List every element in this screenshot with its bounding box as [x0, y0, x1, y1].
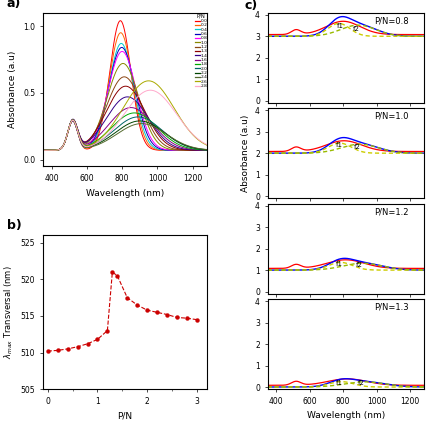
Text: f1: f1 — [336, 261, 342, 267]
Legend: 0.0, 0.2, 0.4, 0.6, 0.8, 1.0, 1.2, 1.3, 1.4, 1.6, 1.8, 2.0, 2.2, 2.4, 2.6, 2.8: 0.0, 0.2, 0.4, 0.6, 0.8, 1.0, 1.2, 1.3, … — [195, 14, 208, 88]
Text: f1: f1 — [336, 23, 343, 29]
Text: P/N=1.3: P/N=1.3 — [374, 303, 408, 312]
X-axis label: Wavelength (nm): Wavelength (nm) — [306, 411, 385, 420]
Text: f1: f1 — [336, 380, 342, 386]
Text: f2: f2 — [357, 380, 364, 386]
Text: f2: f2 — [353, 26, 360, 32]
Text: a): a) — [7, 0, 21, 10]
Text: b): b) — [7, 220, 21, 232]
Text: P/N=1.0: P/N=1.0 — [374, 112, 408, 121]
Y-axis label: $\lambda_{max}$ Transversal (nm): $\lambda_{max}$ Transversal (nm) — [3, 266, 15, 359]
X-axis label: P/N: P/N — [117, 411, 132, 420]
Text: f1: f1 — [336, 142, 342, 148]
Text: P/N=0.8: P/N=0.8 — [374, 16, 408, 25]
Text: P/N=1.2: P/N=1.2 — [374, 207, 408, 217]
Y-axis label: Absorbance (a.u): Absorbance (a.u) — [9, 51, 18, 128]
X-axis label: Wavelength (nm): Wavelength (nm) — [86, 189, 164, 198]
Text: f2: f2 — [354, 144, 361, 150]
Text: f2: f2 — [356, 262, 363, 268]
Y-axis label: Absorbance (a.u): Absorbance (a.u) — [241, 115, 250, 192]
Text: c): c) — [244, 0, 257, 12]
